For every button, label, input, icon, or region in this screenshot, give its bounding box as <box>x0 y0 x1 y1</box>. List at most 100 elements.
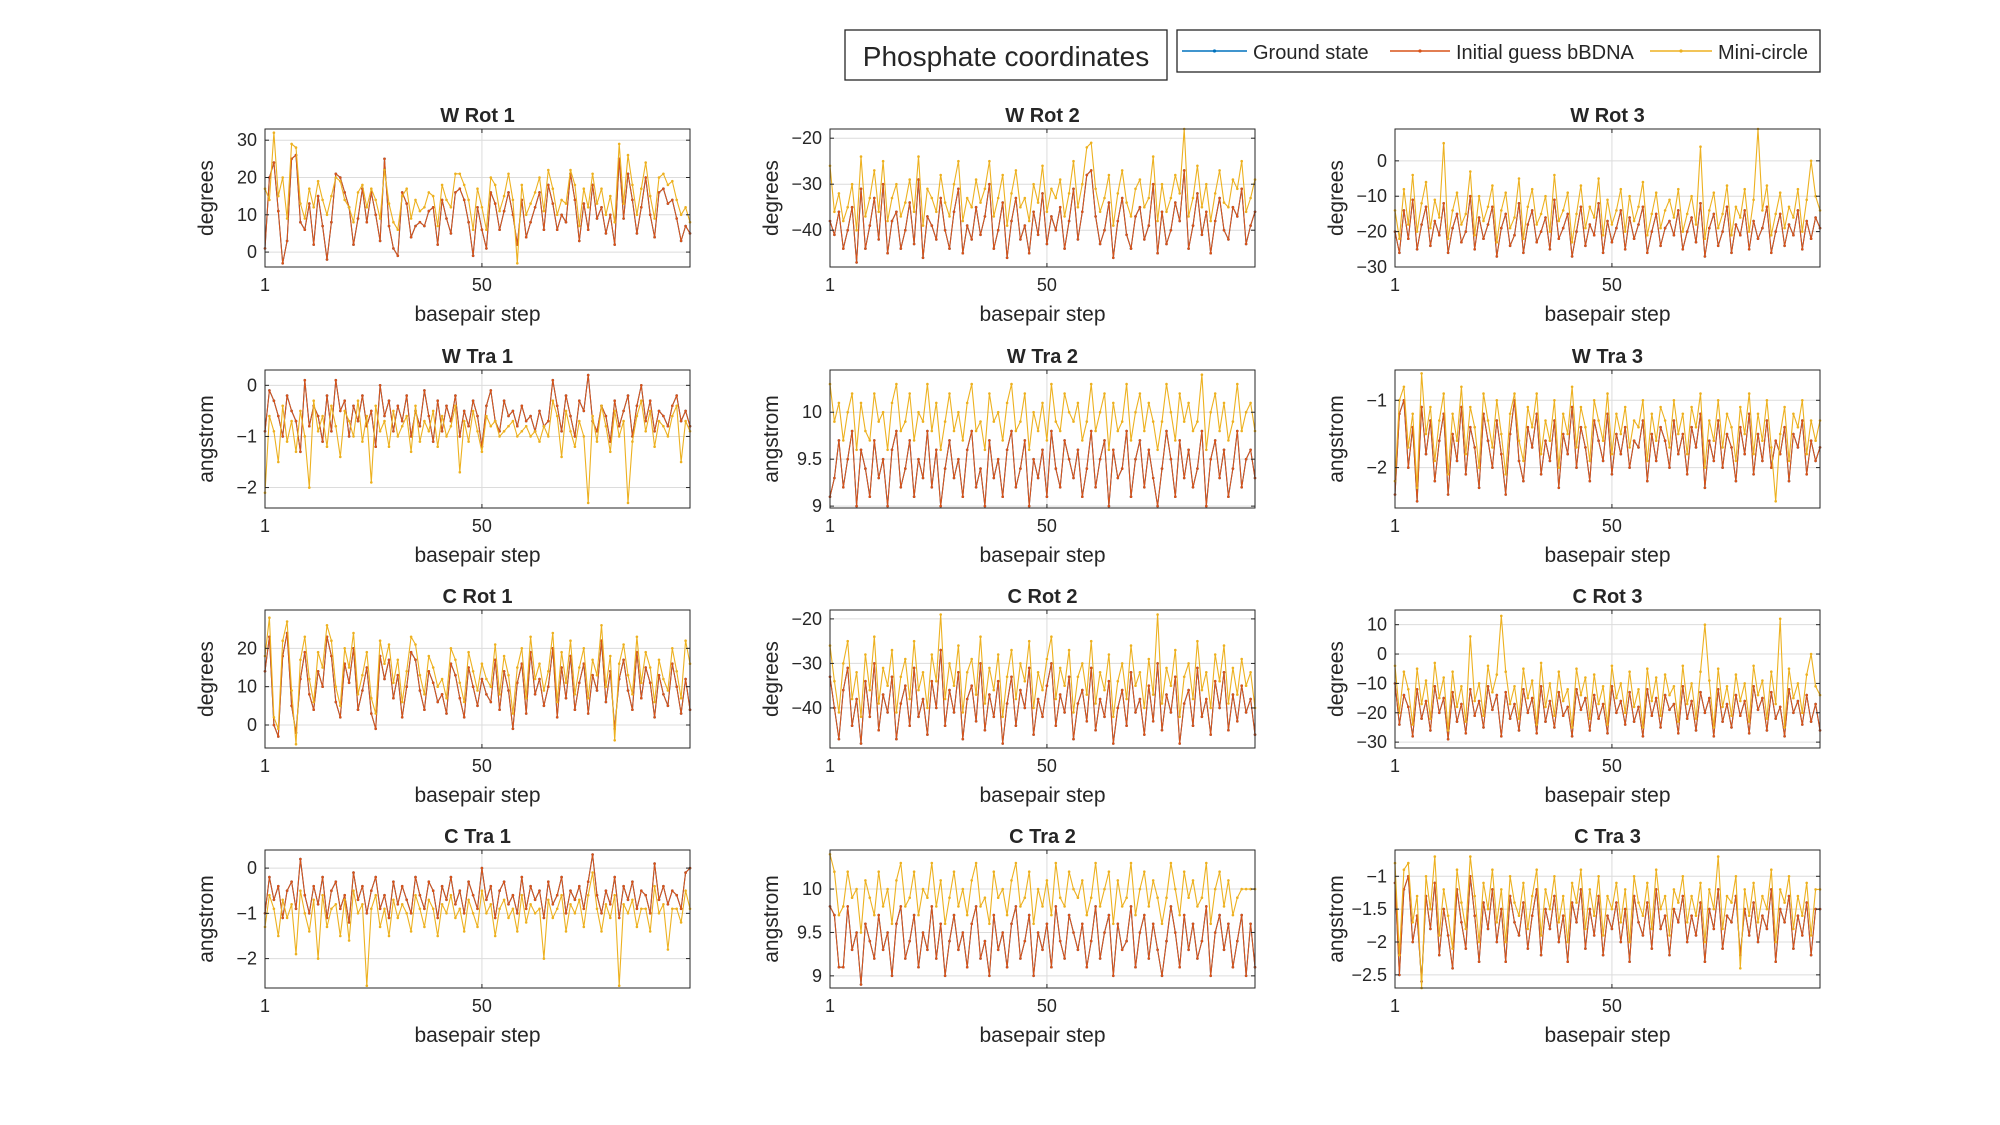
data-point <box>1169 711 1173 714</box>
data-point <box>1783 405 1786 409</box>
data-point <box>1209 733 1212 736</box>
data-point <box>868 715 872 719</box>
data-point <box>1231 178 1235 181</box>
data-point <box>1196 666 1199 670</box>
data-point <box>1601 702 1605 706</box>
data-point <box>555 414 559 418</box>
data-point <box>440 903 444 906</box>
data-point <box>1001 742 1004 745</box>
data-point <box>1654 212 1658 216</box>
data-point <box>600 206 603 209</box>
data-point <box>343 409 347 413</box>
data-point <box>850 182 854 186</box>
data-point <box>1774 500 1777 503</box>
y-tick-label: −2 <box>236 949 257 969</box>
data-point <box>538 191 541 194</box>
data-point <box>1063 439 1066 442</box>
data-point <box>520 404 524 408</box>
data-point <box>1455 705 1459 709</box>
data-point <box>1486 907 1490 911</box>
data-point <box>533 898 537 902</box>
data-point <box>855 887 858 891</box>
data-point <box>1535 223 1538 226</box>
data-point <box>387 934 391 938</box>
data-point <box>378 925 382 929</box>
data-point <box>1129 247 1133 250</box>
data-point <box>1734 223 1738 226</box>
data-point <box>1063 215 1066 218</box>
data-point <box>1402 868 1406 871</box>
data-point <box>952 210 956 214</box>
y-tick-label: 20 <box>237 638 257 658</box>
data-point <box>996 196 1000 200</box>
data-point <box>1169 457 1173 461</box>
data-point <box>1240 429 1243 433</box>
data-point <box>524 235 528 239</box>
data-point <box>1415 667 1419 670</box>
data-point <box>675 670 678 673</box>
data-point <box>952 429 956 433</box>
data-point <box>356 693 360 696</box>
data-point <box>961 251 965 255</box>
data-point <box>485 414 488 418</box>
data-point <box>1023 224 1027 227</box>
data-point <box>1615 696 1618 700</box>
data-point <box>1721 212 1724 216</box>
data-point <box>635 414 639 418</box>
data-point <box>644 907 647 911</box>
data-point <box>378 239 382 243</box>
data-point <box>431 194 435 198</box>
data-point <box>1196 420 1199 423</box>
data-point <box>1050 635 1053 638</box>
data-point <box>846 905 849 908</box>
data-point <box>1522 237 1525 240</box>
data-point <box>445 435 448 438</box>
data-point <box>926 187 929 191</box>
data-point <box>948 939 951 943</box>
data-point <box>1756 237 1760 240</box>
data-point <box>595 440 599 443</box>
data-point <box>1805 901 1808 904</box>
data-point <box>671 179 674 183</box>
data-point <box>952 870 956 873</box>
data-point <box>316 903 320 906</box>
data-point <box>1632 894 1636 898</box>
data-point <box>387 202 391 205</box>
data-point <box>1050 965 1053 969</box>
data-point <box>1010 879 1013 882</box>
data-point <box>1553 875 1556 878</box>
data-point <box>1019 205 1022 209</box>
x-tick-label: 1 <box>825 516 835 536</box>
data-point <box>1165 939 1168 943</box>
data-point <box>387 916 391 920</box>
data-point <box>1402 670 1406 673</box>
data-point <box>943 467 947 470</box>
data-point <box>1455 191 1459 194</box>
data-point <box>943 922 947 926</box>
y-tick-label: 10 <box>802 879 822 899</box>
data-point <box>1209 974 1212 978</box>
data-point <box>1610 473 1614 476</box>
data-point <box>1809 652 1813 656</box>
data-point <box>1787 894 1791 898</box>
x-axis-label: basepair step <box>414 544 540 567</box>
data-point <box>1597 717 1600 720</box>
data-point <box>1663 693 1667 697</box>
data-point <box>564 930 568 933</box>
data-point <box>551 202 555 205</box>
data-point <box>899 702 903 705</box>
data-point <box>1628 670 1631 673</box>
data-point <box>1650 947 1654 950</box>
data-point <box>1796 894 1800 898</box>
data-point <box>1601 459 1605 463</box>
data-point <box>1438 233 1441 237</box>
data-point <box>965 965 969 969</box>
data-point <box>1641 914 1645 917</box>
data-point <box>370 409 373 413</box>
data-point <box>1477 466 1481 469</box>
data-point <box>662 424 665 428</box>
data-point <box>1708 419 1711 422</box>
data-point <box>1076 702 1080 705</box>
subplot-title: W Rot 1 <box>440 105 514 127</box>
